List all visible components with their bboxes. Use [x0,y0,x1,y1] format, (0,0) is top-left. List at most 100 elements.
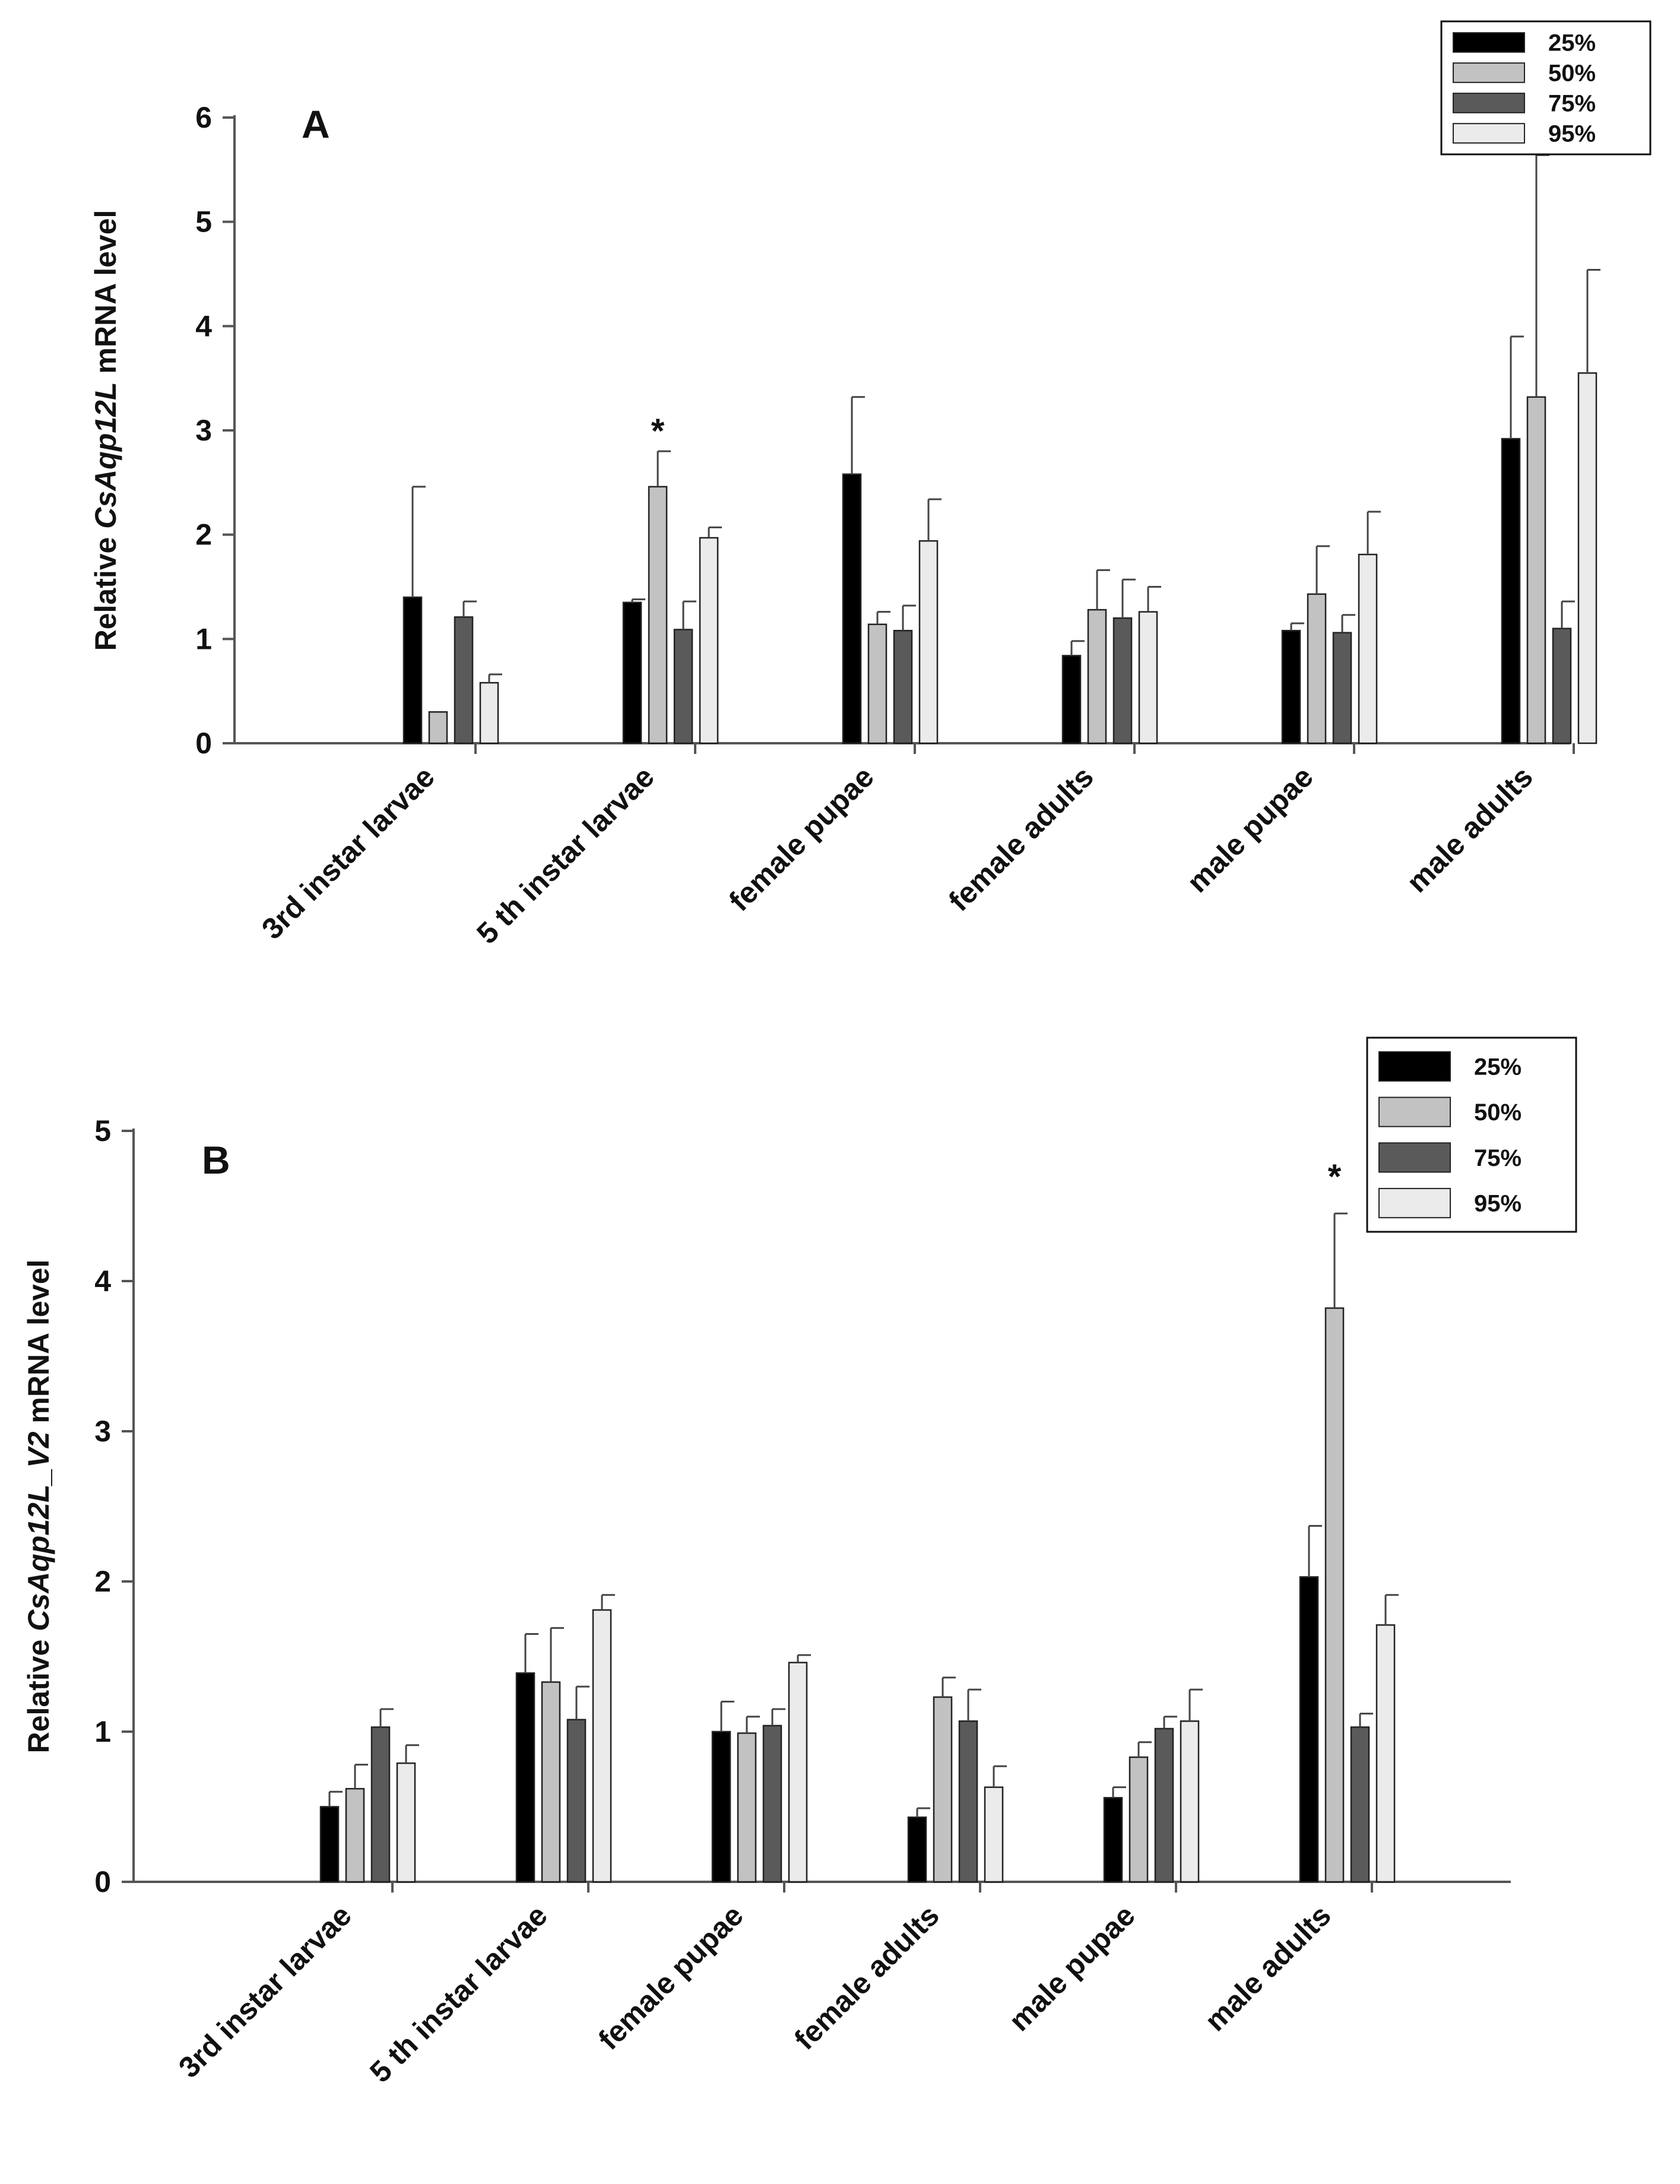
legend-label: 95% [1474,1191,1521,1217]
bar [918,540,939,744]
bar [1154,1727,1174,1883]
category-label: female adults [788,1898,946,2056]
bar [907,1816,927,1883]
bar [673,629,693,744]
legend-label: 75% [1548,91,1596,117]
y-axis-label-prefix: Relative [89,529,122,651]
y-axis-label-suffix: mRNA level [22,1260,55,1432]
y-tick-label: 4 [195,309,212,343]
bar [984,1786,1004,1883]
bar [479,681,499,744]
category-label: female pupae [592,1898,750,2056]
panel-letter: B [202,1138,230,1182]
bar [1552,627,1572,744]
bar [592,1609,612,1883]
bar [1103,1797,1123,1883]
bar [711,1730,731,1883]
bar [319,1806,340,1883]
bar [1138,611,1158,744]
legend-label: 50% [1474,1099,1521,1126]
legend-label: 25% [1548,30,1596,56]
category-label: female adults [942,760,1100,918]
y-tick-label: 5 [195,205,212,239]
legend-swatch [1378,1051,1451,1082]
bar [541,1681,561,1883]
legend-swatch [1453,123,1525,144]
legend: 25% 50% 75% 95% [1440,20,1652,156]
bar [345,1787,365,1883]
bar [396,1762,416,1883]
bar [842,473,862,744]
legend-swatch [1453,62,1525,83]
bar [867,623,887,744]
bar [788,1662,808,1883]
bar [370,1726,391,1883]
y-axis-label-prefix: Relative [22,1631,55,1754]
bar [428,711,448,744]
y-axis-label: Relative CsAqp12L_V2 mRNA level [22,1260,55,1754]
bar [933,1696,953,1883]
bar [1577,372,1597,744]
y-tick-label: 3 [94,1415,111,1448]
bar [515,1672,535,1883]
legend-swatch [1378,1188,1451,1219]
category-label: 3rd instar larvae [172,1898,358,2084]
bar [566,1719,587,1883]
bar [1332,632,1352,744]
bar [1501,438,1521,744]
bar [1299,1576,1319,1883]
category-label: 5 th instar larvae [363,1898,554,2089]
bar [762,1725,782,1883]
category-label: female pupae [722,760,880,918]
category-label: male adults [1199,1898,1337,2037]
bar [1281,630,1301,744]
category-label: male adults [1400,760,1539,899]
bar [1307,593,1327,744]
bar [1324,1307,1345,1883]
legend-swatch [1378,1096,1451,1127]
bar [737,1732,757,1883]
y-axis-label: Relative CsAqp12L mRNA level [89,210,122,651]
bar [1061,655,1082,744]
bar [1526,396,1546,744]
chart-panel-b: B 0 1 2 3 4 5 Relative CsAqp12L_V2 mRNA level 3r… [22,1036,1577,2089]
bar [958,1720,978,1883]
category-label: male pupae [1003,1898,1142,2037]
category-label: 5 th instar larvae [470,760,661,950]
bar [893,630,913,744]
y-axis-label-gene: CsAqp12L_V2 [22,1431,55,1631]
legend-swatch [1378,1142,1451,1173]
bar [402,596,423,744]
chart-panel-a: A 0 1 2 3 4 5 6 Relative CsAqp12L mRNA level 3rd … [89,20,1652,950]
bar [1129,1756,1149,1883]
bar [1087,608,1107,744]
significance-star: * [651,412,665,451]
panel-letter: A [302,102,330,146]
y-axis-label-gene: CsAqp12L [89,382,122,528]
y-tick-label: 3 [195,414,212,447]
y-tick-label: 6 [195,101,212,134]
y-tick-label: 5 [94,1114,111,1148]
bar [1350,1726,1370,1883]
legend-label: 50% [1548,61,1596,87]
y-tick-label: 1 [195,622,212,655]
y-tick-label: 0 [94,1865,111,1898]
bar [648,486,668,744]
category-label: male pupae [1181,760,1320,899]
y-tick-label: 4 [94,1264,111,1298]
y-tick-label: 1 [94,1715,111,1748]
legend-swatch [1453,32,1525,53]
significance-star: * [1328,1158,1342,1196]
y-axis-label-suffix: mRNA level [89,210,122,382]
bar [1375,1624,1396,1883]
legend-swatch [1453,93,1525,113]
legend-label: 95% [1548,121,1596,147]
bar [454,616,474,744]
category-label: 3rd instar larvae [255,760,441,946]
legend-label: 25% [1474,1054,1521,1080]
bar [699,537,719,744]
y-tick-label: 2 [94,1565,111,1598]
y-tick-label: 2 [195,518,212,551]
bar [1112,617,1133,744]
